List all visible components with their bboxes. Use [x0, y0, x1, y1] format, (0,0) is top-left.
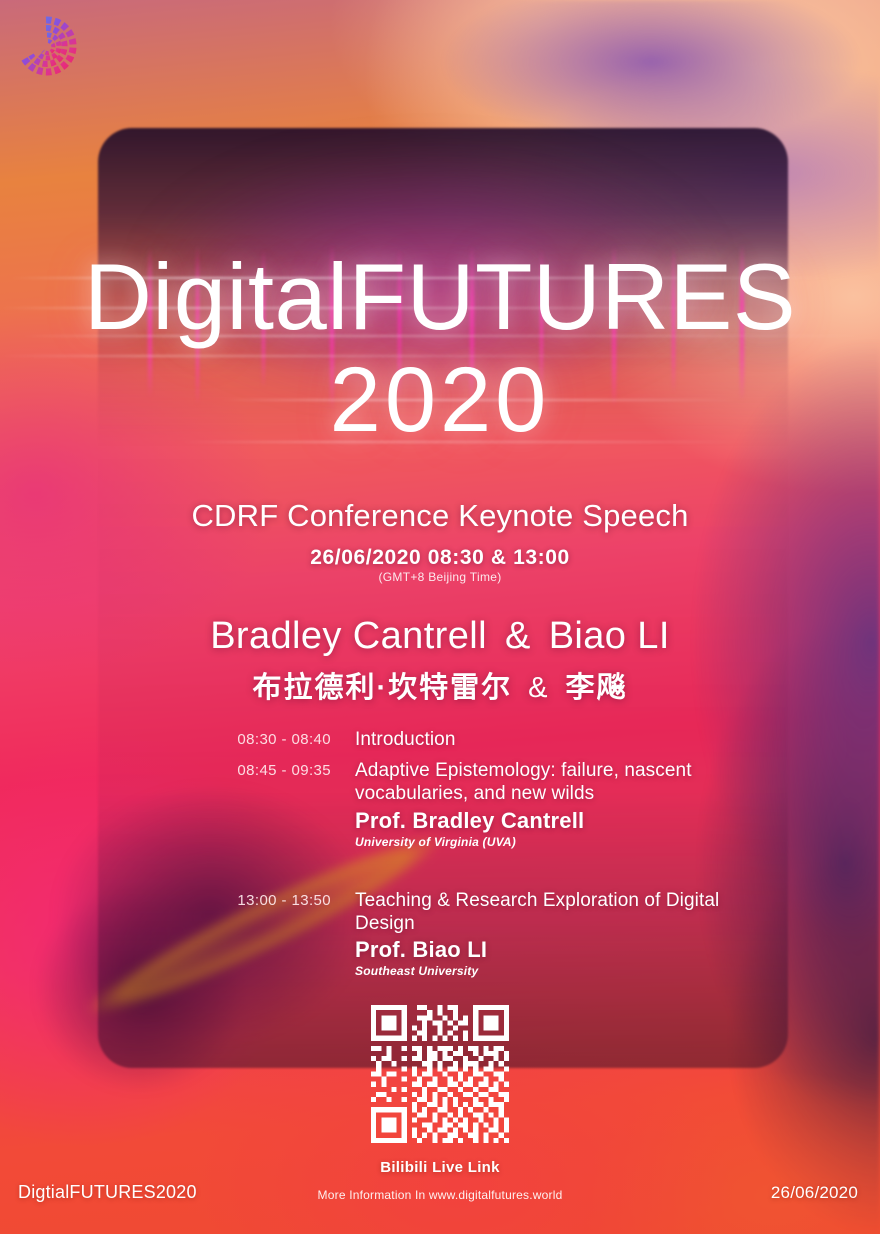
- schedule-list: 08:30 - 08:40 Introduction 08:45 - 09:35…: [0, 728, 880, 980]
- schedule-affiliation: Southeast University: [355, 963, 479, 978]
- speaker-zh-second: 李飚: [565, 672, 628, 704]
- event-subtitle: CDRF Conference Keynote Speech: [191, 498, 689, 533]
- schedule-row: 13:00 - 13:50 Teaching & Research Explor…: [0, 889, 880, 978]
- qr-section: Bilibili Live Link: [0, 1000, 880, 1176]
- title-main-text: DigitalFUTURES: [83, 244, 797, 349]
- schedule-entry: Introduction: [355, 728, 725, 751]
- event-datetime: 26/06/2020 08:30 & 13:00: [310, 546, 570, 569]
- title-light-streaks: [0, 243, 880, 455]
- schedule-time: 08:30 - 08:40: [237, 731, 331, 748]
- poster-footer: DigtialFUTURES2020 More Information In w…: [0, 1182, 880, 1208]
- schedule-topic: Teaching & Research Exploration of Digit…: [355, 889, 720, 934]
- schedule-affiliation: University of Virginia (UVA): [355, 834, 516, 849]
- schedule-speaker-name: Prof. Biao LI: [355, 936, 488, 962]
- title-year-text: 2020: [329, 349, 551, 451]
- schedule-entry: Adaptive Epistemology: failure, nascent …: [355, 759, 725, 848]
- schedule-topic: Adaptive Epistemology: failure, nascent …: [355, 760, 692, 805]
- qr-label: Bilibili Live Link: [380, 1159, 500, 1176]
- schedule-time: 13:00 - 13:50: [237, 891, 331, 909]
- schedule-time: 08:45 - 09:35: [237, 762, 331, 780]
- schedule-row: 08:45 - 09:35 Adaptive Epistemology: fai…: [0, 759, 880, 848]
- event-timezone: (GMT+8 Beijing Time): [378, 570, 502, 584]
- speaker-en-first: Bradley Cantrell: [210, 615, 487, 657]
- schedule-speaker-name: Prof. Bradley Cantrell: [355, 807, 585, 833]
- footer-more-info[interactable]: More Information In www.digitalfutures.w…: [317, 1188, 563, 1202]
- schedule-entry: Teaching & Research Exploration of Digit…: [355, 889, 725, 978]
- qr-code-icon[interactable]: [365, 1000, 515, 1148]
- speaker-en-second: Biao LI: [548, 615, 670, 657]
- speaker-zh-ampersand: &: [528, 672, 550, 704]
- digitalfutures-spiral-logo-icon: [10, 10, 82, 82]
- panel-violet-glow: [150, 150, 710, 380]
- schedule-row: 08:30 - 08:40 Introduction: [0, 728, 880, 751]
- poster-title: DigitalFUTURES 2020: [0, 244, 880, 451]
- speaker-en-ampersand: &: [504, 615, 531, 657]
- footer-brand: DigtialFUTURES2020: [18, 1182, 197, 1202]
- speaker-names-english: Bradley Cantrell & Biao LI: [0, 615, 880, 658]
- schedule-spacer: [0, 851, 880, 889]
- schedule-topic: Introduction: [355, 729, 456, 750]
- footer-date: 26/06/2020: [770, 1183, 858, 1202]
- speaker-zh-first: 布拉德利·坎特雷尔: [252, 672, 513, 704]
- speaker-names-chinese: 布拉德利·坎特雷尔 & 李飚: [0, 664, 880, 706]
